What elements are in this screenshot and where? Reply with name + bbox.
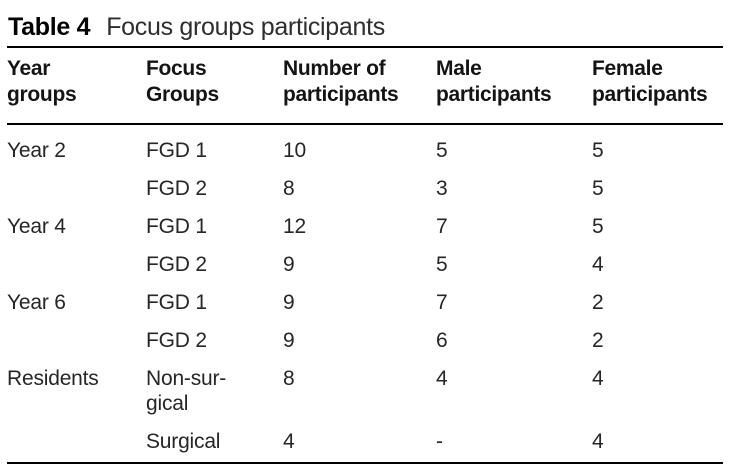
col-header-focus-groups: Focus Groups xyxy=(146,47,283,125)
table-cell-focus-groups: FGD 1 xyxy=(146,139,207,162)
table-row: Surgical 4 - 4 xyxy=(7,416,723,463)
table-cell-number-participants: 8 xyxy=(283,367,295,390)
table-body: Year 2 FGD 1 10 5 5 FGD 2 8 3 5 Year 4 FGD 1 12 7 5 FG… xyxy=(7,124,723,463)
table-row: Year 2 FGD 1 10 5 5 xyxy=(7,124,723,163)
table-cell-number-participants: 8 xyxy=(283,177,295,200)
focus-groups-table: Year groups Focus Groups Number of parti… xyxy=(7,46,723,464)
table-cell-male-participants: 3 xyxy=(436,177,448,200)
table-cell-focus-groups: Non-sur- gical xyxy=(146,367,227,415)
table-cell-male-participants: - xyxy=(436,430,443,453)
table-cell-female-participants: 4 xyxy=(592,253,604,276)
header-row: Year groups Focus Groups Number of parti… xyxy=(7,47,723,125)
table-cell-number-participants: 9 xyxy=(283,253,295,276)
table-cell-focus-groups: FGD 1 xyxy=(146,215,207,238)
table-cell-female-participants: 4 xyxy=(592,367,604,390)
table-cell-male-participants: 5 xyxy=(436,139,448,162)
table-cell-focus-groups: Surgical xyxy=(146,430,221,453)
col-header-year-groups: Year groups xyxy=(7,47,146,125)
table-cell-year-groups: Year 4 xyxy=(7,215,66,238)
table-cell-number-participants: 10 xyxy=(283,139,306,162)
table-cell-number-participants: 9 xyxy=(283,329,295,352)
table-row: Year 6 FGD 1 9 7 2 xyxy=(7,277,723,315)
table-cell-focus-groups: FGD 2 xyxy=(146,329,207,352)
table-cell-female-participants: 5 xyxy=(592,177,604,200)
table-cell-male-participants: 7 xyxy=(436,291,448,314)
table-cell-female-participants: 5 xyxy=(592,215,604,238)
table-figure: Table 4 Focus groups participants Year gr… xyxy=(7,12,731,464)
table-row: Year 4 FGD 1 12 7 5 xyxy=(7,201,723,239)
table-cell-focus-groups: FGD 2 xyxy=(146,177,207,200)
table-row: FGD 2 9 5 4 xyxy=(7,239,723,277)
table-cell-male-participants: 5 xyxy=(436,253,448,276)
table-cell-female-participants: 5 xyxy=(592,139,604,162)
table-cell-year-groups: Residents xyxy=(7,367,99,390)
table-cell-male-participants: 6 xyxy=(436,329,448,352)
table-cell-male-participants: 7 xyxy=(436,215,448,238)
table-cell-female-participants: 2 xyxy=(592,329,604,352)
table-cell-number-participants: 4 xyxy=(283,430,295,453)
table-cell-year-groups xyxy=(7,315,146,353)
table-caption-text: Focus groups participants xyxy=(106,13,385,41)
table-cell-year-groups xyxy=(7,416,146,463)
table-cell-male-participants: 4 xyxy=(436,367,448,390)
col-header-male-participants: Male participants xyxy=(436,47,592,125)
table-cell-number-participants: 9 xyxy=(283,291,295,314)
table-cell-year-groups: Year 6 xyxy=(7,291,66,314)
table-cell-year-groups xyxy=(7,239,146,277)
table-row: FGD 2 8 3 5 xyxy=(7,163,723,201)
table-cell-focus-groups: FGD 1 xyxy=(146,291,207,314)
table-row: Residents Non-sur- gical 8 4 4 xyxy=(7,353,723,416)
table-cell-year-groups xyxy=(7,163,146,201)
table-cell-focus-groups: FGD 2 xyxy=(146,253,207,276)
table-caption: Table 4 Focus groups participants xyxy=(8,12,731,42)
table-cell-year-groups: Year 2 xyxy=(7,139,66,162)
col-header-number-participants: Number of participants xyxy=(283,47,436,125)
table-cell-number-participants: 12 xyxy=(283,215,306,238)
col-header-female-participants: Female participants xyxy=(592,47,723,125)
table-cell-female-participants: 2 xyxy=(592,291,604,314)
table-row: FGD 2 9 6 2 xyxy=(7,315,723,353)
table-cell-female-participants: 4 xyxy=(592,430,604,453)
table-caption-label: Table 4 xyxy=(8,13,91,41)
